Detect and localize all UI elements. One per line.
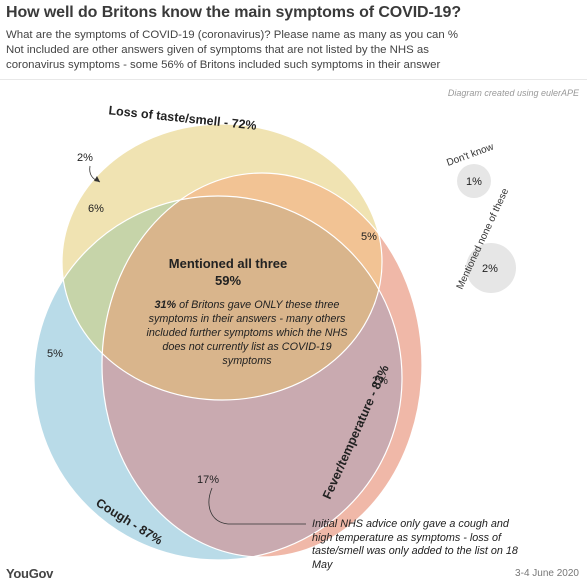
yougov-logo: YouGov <box>6 566 54 581</box>
value-cough-only: 5% <box>47 348 63 360</box>
taste-only-arrowhead <box>94 176 100 182</box>
subtitle-line-1: What are the symptoms of COVID-19 (coron… <box>6 29 459 41</box>
subtitle-line-3: coronavirus symptoms - some 56% of Brito… <box>6 59 441 71</box>
none-circle <box>466 243 516 293</box>
taste-outline <box>61 123 383 401</box>
all-three-label: Mentioned all three 59% <box>158 255 298 289</box>
dont-know-circle <box>457 164 491 198</box>
nhs-pointer <box>208 487 306 525</box>
nhs-annotation: Initial NHS advice only gave a cough and… <box>312 518 518 571</box>
value-taste-fever: 5% <box>361 231 377 243</box>
subtitle-line-2: Not included are other answers given of … <box>6 44 429 56</box>
value-cough-fever: 17% <box>197 474 219 486</box>
center-annotation: 31% of Britons gave ONLY these three sym… <box>142 298 352 368</box>
center-annotation-bold: 31% <box>154 299 177 311</box>
diagram-credit: Diagram created using eulerAPE <box>447 88 579 98</box>
all-three-title: Mentioned all three <box>168 256 288 271</box>
cough-outline <box>33 195 403 561</box>
chart-subtitle: What are the symptoms of COVID-19 (coron… <box>6 28 584 73</box>
value-fever-only: 2% <box>372 375 388 387</box>
survey-date: 3-4 June 2020 <box>515 568 579 579</box>
value-taste-only: 2% <box>77 152 93 164</box>
value-none: 2% <box>482 263 498 275</box>
all-three-value: 59% <box>214 273 242 288</box>
value-taste-cough: 6% <box>88 203 104 215</box>
center-annotation-text: of Britons gave ONLY these three symptom… <box>146 299 348 367</box>
fever-outline <box>101 172 423 558</box>
chart-title: How well do Britons know the main sympto… <box>6 4 461 21</box>
header-divider <box>0 79 587 80</box>
value-dont-know: 1% <box>466 176 482 188</box>
